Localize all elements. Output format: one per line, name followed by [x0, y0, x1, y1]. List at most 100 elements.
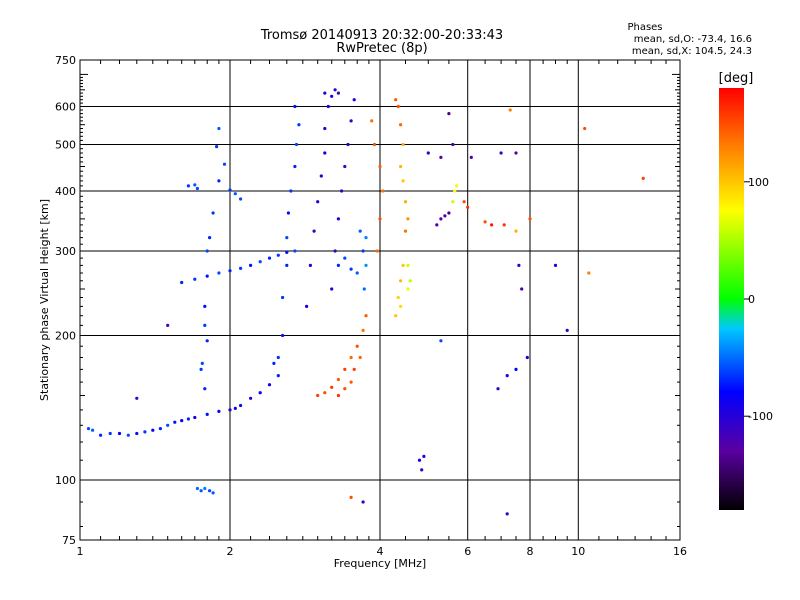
colorbar-ticks: 100 0 -100	[744, 176, 773, 423]
data-point	[166, 323, 170, 327]
data-point	[355, 271, 359, 275]
data-point	[108, 431, 112, 436]
data-point	[514, 151, 518, 155]
data-point	[91, 428, 95, 432]
data-point	[406, 287, 410, 291]
data-point	[323, 126, 327, 131]
data-point	[525, 355, 529, 360]
data-point	[308, 263, 312, 267]
data-point	[289, 189, 293, 193]
data-point	[352, 98, 356, 102]
x-tick-label: 6	[464, 545, 471, 558]
data-point	[483, 220, 487, 224]
x-tick-label: 16	[673, 545, 687, 558]
data-point	[249, 263, 253, 267]
data-point	[349, 267, 353, 271]
axis-ticks: 1 2 4 6 8 10 16 75 100 200 300 400 500 600 750	[55, 54, 687, 558]
data-point	[508, 108, 512, 112]
data-point	[343, 164, 347, 169]
data-point	[358, 229, 362, 233]
data-point	[228, 408, 232, 412]
data-point	[233, 406, 237, 410]
data-point	[372, 142, 377, 147]
data-point	[381, 189, 385, 193]
data-point	[285, 250, 289, 254]
data-point	[195, 186, 199, 191]
data-point	[399, 164, 403, 169]
colorbar: [deg] 100 0 -100	[719, 71, 773, 510]
data-point	[455, 184, 459, 188]
grid-lines	[80, 60, 680, 540]
data-point	[323, 91, 327, 95]
data-point	[173, 420, 177, 424]
data-point	[193, 415, 197, 420]
data-point	[346, 142, 350, 147]
data-point	[443, 214, 447, 218]
data-point	[447, 211, 451, 215]
data-point	[406, 263, 410, 267]
legend-line-x: mean, sd,X: 104.5, 24.3	[632, 46, 752, 57]
data-point	[343, 256, 347, 260]
data-point	[399, 304, 403, 308]
data-point	[217, 126, 221, 131]
data-point	[378, 164, 382, 169]
data-point	[401, 179, 405, 183]
data-point	[417, 458, 422, 462]
data-point	[408, 279, 412, 283]
data-point	[239, 197, 243, 201]
data-point	[293, 104, 297, 109]
data-point	[420, 468, 424, 472]
data-point	[297, 123, 301, 127]
y-tick-label: 200	[55, 330, 76, 343]
data-point	[361, 500, 365, 504]
data-point	[364, 263, 368, 267]
data-point	[135, 431, 139, 436]
data-point	[186, 184, 190, 188]
data-point	[211, 211, 215, 215]
data-point	[205, 249, 209, 253]
data-point	[151, 428, 155, 432]
colorbar-tick-label: -100	[748, 410, 773, 423]
x-tick-label: 8	[527, 545, 534, 558]
data-point	[333, 249, 337, 253]
data-point	[249, 396, 253, 400]
data-point	[222, 162, 227, 166]
data-point	[426, 151, 430, 155]
data-point	[349, 355, 353, 360]
data-point	[336, 377, 340, 382]
data-point	[330, 94, 334, 98]
data-point	[293, 164, 297, 169]
data-point	[285, 263, 289, 267]
data-point	[583, 126, 587, 131]
data-point	[340, 189, 344, 193]
data-point	[319, 174, 323, 178]
data-point	[336, 217, 340, 221]
y-tick-label: 500	[55, 139, 76, 152]
data-point	[553, 263, 558, 267]
data-point	[336, 91, 340, 95]
data-point	[514, 367, 518, 371]
data-point	[276, 253, 280, 257]
data-point	[422, 454, 426, 458]
data-point	[217, 409, 221, 413]
data-point	[333, 88, 337, 92]
data-point	[435, 223, 439, 227]
data-point	[378, 217, 382, 221]
data-point	[158, 427, 162, 431]
x-tick-label: 1	[77, 545, 84, 558]
x-tick-label: 4	[377, 545, 384, 558]
data-point	[193, 277, 197, 281]
data-point	[199, 489, 203, 493]
data-point	[343, 387, 347, 391]
data-point	[403, 200, 408, 204]
data-point	[267, 256, 272, 260]
data-point	[349, 495, 353, 499]
data-point	[451, 142, 455, 147]
data-point	[281, 295, 285, 300]
data-point	[403, 229, 408, 233]
legend-line-o: mean, sd,O: -73.4, 16.6	[634, 34, 752, 45]
data-point	[208, 236, 212, 240]
data-point	[336, 263, 340, 267]
data-point	[180, 419, 184, 423]
